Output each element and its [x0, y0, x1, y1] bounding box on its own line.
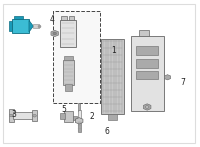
Polygon shape — [143, 104, 151, 110]
Bar — [64, 56, 73, 60]
Polygon shape — [29, 20, 33, 32]
Bar — [60, 20, 76, 47]
Bar — [108, 113, 117, 120]
Bar — [63, 60, 74, 85]
Bar — [136, 71, 158, 79]
Bar — [73, 116, 77, 120]
Polygon shape — [164, 75, 171, 80]
Bar — [14, 16, 23, 19]
Bar — [78, 110, 81, 118]
Bar — [65, 84, 72, 91]
Text: 2: 2 — [89, 112, 94, 121]
Bar — [78, 120, 81, 132]
Bar — [9, 109, 14, 122]
Text: 4: 4 — [49, 15, 54, 24]
Bar — [136, 46, 158, 55]
Bar — [12, 19, 29, 34]
Bar — [61, 16, 67, 20]
Bar — [53, 11, 100, 103]
Bar — [139, 30, 149, 36]
Bar — [69, 16, 74, 20]
Bar — [32, 110, 37, 121]
Polygon shape — [75, 118, 83, 124]
Bar — [78, 103, 80, 111]
Bar — [64, 111, 73, 122]
Bar — [136, 59, 158, 68]
Text: 3: 3 — [12, 111, 16, 120]
Circle shape — [145, 106, 149, 108]
Text: 5: 5 — [61, 105, 66, 114]
Bar — [9, 21, 12, 31]
Circle shape — [53, 32, 57, 35]
Circle shape — [9, 114, 13, 117]
Bar — [60, 113, 65, 119]
Text: 6: 6 — [105, 127, 109, 136]
Text: 1: 1 — [111, 46, 116, 55]
Bar — [13, 112, 33, 119]
Polygon shape — [51, 30, 59, 37]
Bar — [33, 24, 39, 28]
Bar — [131, 36, 164, 111]
Text: 7: 7 — [180, 78, 185, 87]
Circle shape — [33, 114, 36, 117]
Bar — [101, 39, 124, 114]
